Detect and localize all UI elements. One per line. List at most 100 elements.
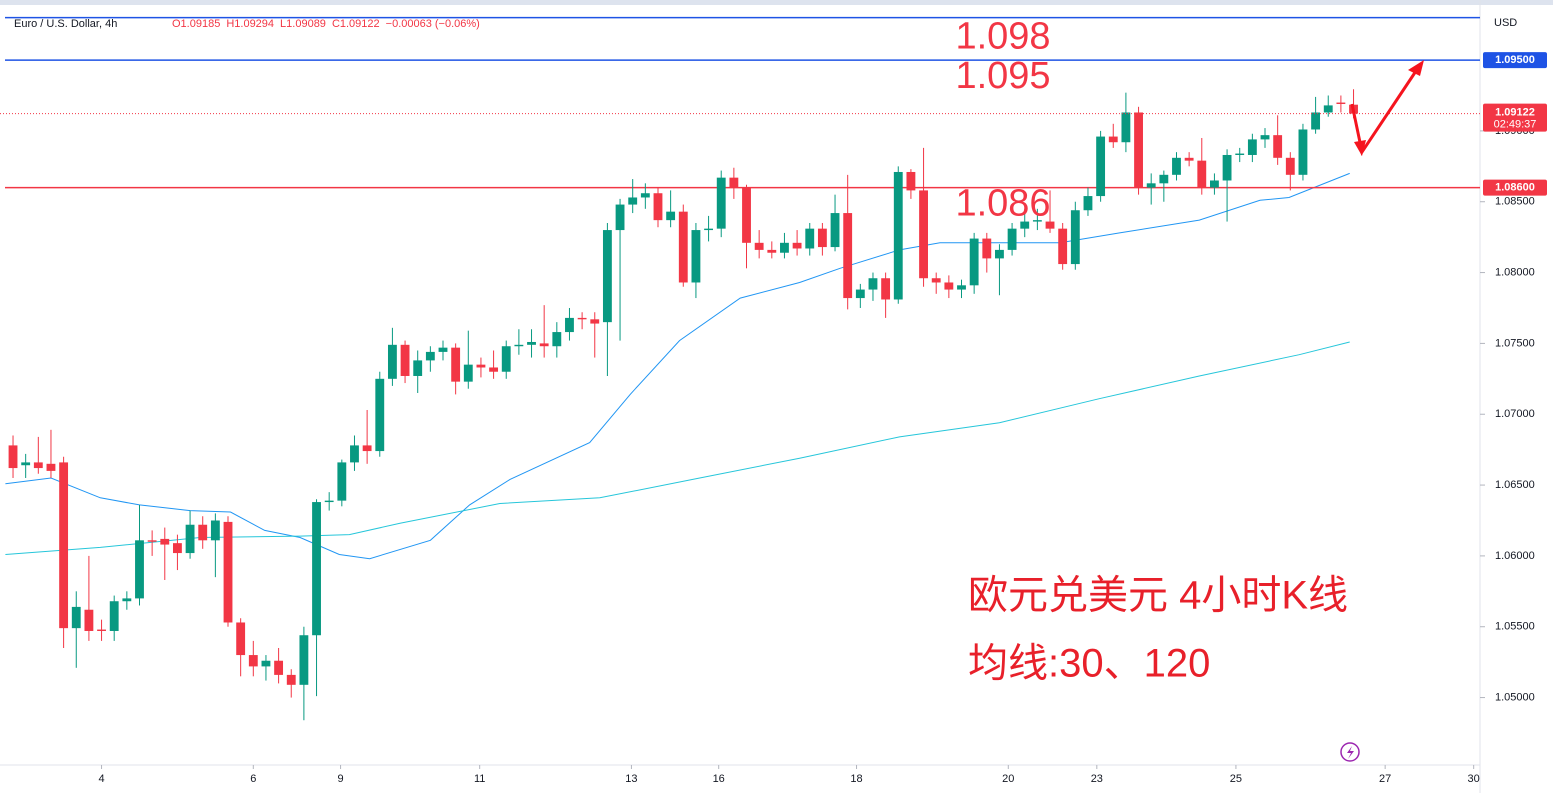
candle-body [906, 171, 916, 191]
level-annotation: 1.086 [955, 183, 1050, 225]
candle-body [147, 540, 157, 542]
alert-icon[interactable] [1340, 742, 1360, 762]
ohlc-value: L1.09089 [280, 18, 326, 30]
candle-body [476, 364, 486, 368]
candle-body [565, 317, 574, 333]
level-annotation: 1.098 [955, 16, 1050, 58]
price-tag-label: 1.09500 [1495, 54, 1535, 66]
candle-body [1134, 112, 1143, 188]
candle-body [678, 211, 688, 283]
countdown: 02:49:37 [1494, 119, 1537, 131]
y-tick-label: 1.06000 [1495, 550, 1535, 562]
price-tag [1483, 52, 1547, 69]
candle-body [1121, 112, 1131, 143]
candle-body [501, 346, 511, 372]
candle-body [286, 674, 296, 685]
x-tick-label: 25 [1230, 773, 1242, 785]
candle-body [868, 278, 878, 290]
candle-body [463, 364, 473, 382]
x-tick-label: 30 [1468, 773, 1480, 785]
candle-body [122, 598, 132, 602]
candle-body [539, 343, 549, 347]
candle-body [185, 524, 195, 554]
candle-body [969, 238, 979, 286]
candle-body [640, 193, 650, 198]
candle-body [1007, 228, 1017, 250]
candle-body [527, 341, 536, 345]
candle-body [71, 606, 81, 629]
plot [0, 16, 1480, 721]
arrow-head [1354, 140, 1366, 156]
x-tick-label: 20 [1002, 773, 1014, 785]
y-tick-label: 1.05500 [1495, 621, 1535, 633]
y-tick-label: 1.08500 [1495, 196, 1535, 208]
y-tick-label: 1.08000 [1495, 266, 1535, 278]
candle-body [552, 332, 562, 347]
candle-body [1184, 157, 1194, 161]
x-tick-label: 23 [1091, 773, 1103, 785]
ohlc-value: −0.00063 (−0.06%) [386, 18, 480, 30]
candle-body [109, 601, 119, 631]
x-tick-label: 16 [713, 773, 725, 785]
price-tag-label: 1.09122 [1495, 107, 1535, 119]
candle-body [1260, 135, 1270, 140]
ohlc-value: H1.09294 [226, 18, 274, 30]
candle-body [210, 520, 220, 541]
x-tick-label: 13 [625, 773, 637, 785]
ohlc-value: O1.09185 [172, 18, 220, 30]
candle-body [1273, 135, 1283, 158]
candle-body [223, 521, 233, 623]
candle-body [299, 635, 309, 685]
candle-body [312, 502, 321, 636]
candle-body [514, 344, 524, 347]
ohlc-legend: O1.09185 H1.09294 L1.09089 C1.09122 −0.00063… [172, 18, 480, 30]
candle-body [337, 462, 347, 501]
candle-body [590, 319, 600, 324]
y-tick-label: 1.07000 [1495, 408, 1535, 420]
candle-body [1108, 136, 1118, 143]
candle-body [274, 660, 284, 675]
candle-body [1336, 102, 1346, 104]
level-annotation: 1.095 [955, 55, 1050, 97]
candle-body [1323, 105, 1333, 113]
candle-body [1222, 154, 1232, 181]
candle-body [438, 347, 448, 352]
price-tag [1483, 179, 1547, 196]
candle-body [1070, 210, 1080, 265]
symbol-title: Euro / U.S. Dollar, 4h [14, 18, 117, 30]
candle-body [173, 543, 182, 554]
candle-body [1159, 174, 1169, 184]
candle-body [830, 213, 840, 248]
y-tick-label: 1.06500 [1495, 479, 1535, 491]
candle-body [881, 278, 891, 300]
candle-body [33, 462, 43, 469]
candle-body [1032, 220, 1042, 222]
candle-body [893, 171, 903, 300]
candle-body [97, 629, 106, 631]
candle-body [198, 524, 208, 541]
candle-body [691, 230, 701, 283]
moving-average [5, 172, 1350, 560]
x-tick-label: 11 [474, 773, 485, 785]
candle-body [843, 213, 853, 299]
candle-body [615, 204, 625, 231]
candle-body [729, 177, 739, 188]
candle-body [995, 249, 1004, 259]
candle-body [451, 347, 461, 382]
candle-body [754, 242, 764, 250]
candle-body [248, 655, 258, 667]
top-border [0, 0, 1553, 5]
moving-average [5, 341, 1350, 555]
candle-body [160, 538, 170, 545]
candle-body [1045, 221, 1055, 229]
candle-body [957, 285, 966, 290]
candle-body [362, 445, 372, 452]
candle-body [387, 344, 397, 379]
candle-body [855, 289, 865, 299]
annotation: 均线:30、120 [968, 642, 1210, 686]
candle-body [1247, 139, 1257, 155]
candle-body [716, 177, 726, 229]
axis-unit: USD [1494, 17, 1517, 29]
candle-body [1020, 221, 1030, 229]
